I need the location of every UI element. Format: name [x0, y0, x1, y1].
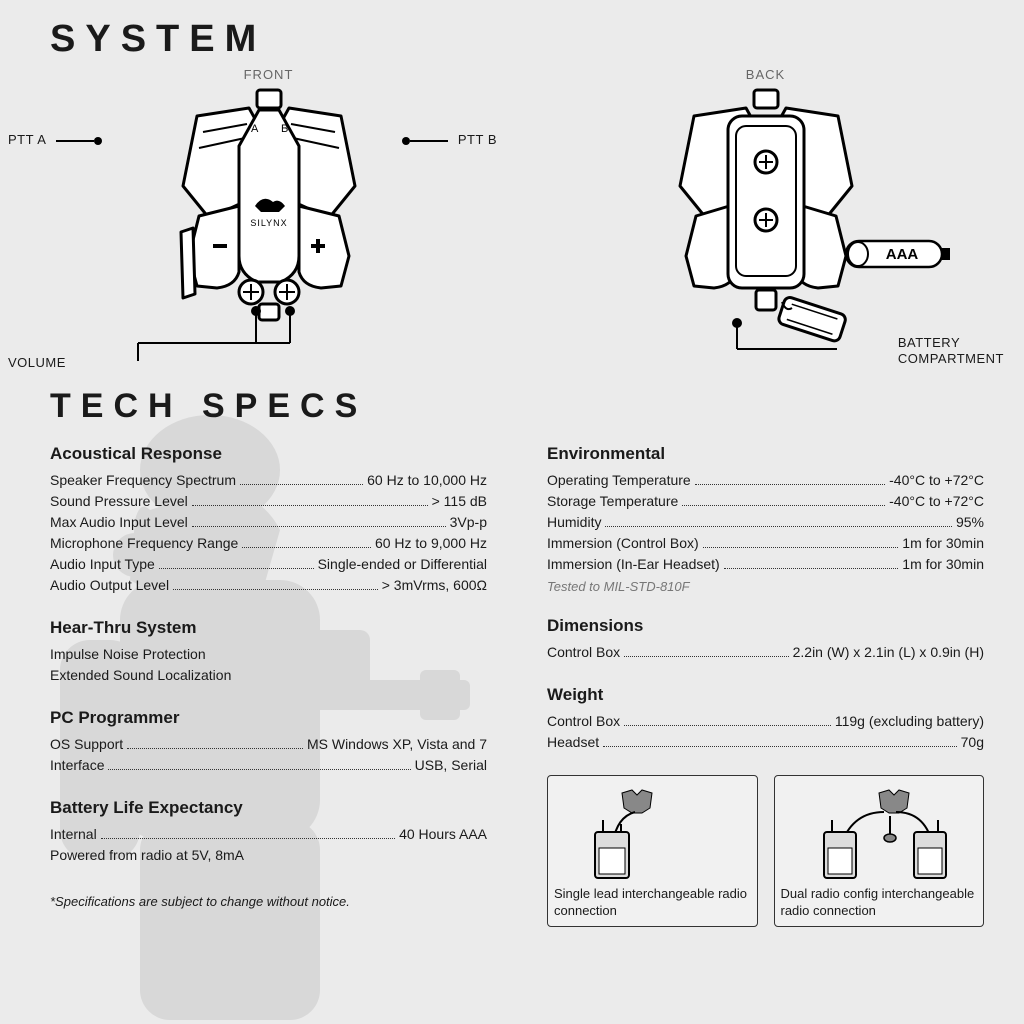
spec-row: Audio Input Type Single-ended or Differen…	[50, 554, 487, 575]
svg-text:AAA: AAA	[886, 246, 919, 263]
spec-row: Interface USB, Serial	[50, 755, 487, 776]
spec-value: -40°C to +72°C	[889, 470, 984, 491]
spec-label: Control Box	[547, 642, 620, 663]
diagram-row: FRONT	[50, 67, 984, 377]
spec-row: Internal 40 Hours AAA	[50, 824, 487, 845]
spec-value: > 3mVrms, 600Ω	[382, 575, 487, 596]
spec-row: Storage Temperature -40°C to +72°C	[547, 491, 984, 512]
spec-heading: Acoustical Response	[50, 444, 487, 464]
spec-group: Dimensions Control Box 2.2in (W) x 2.1in …	[547, 616, 984, 663]
spec-value: 95%	[956, 512, 984, 533]
spec-row: Humidity 95%	[547, 512, 984, 533]
front-diagram-col: FRONT	[50, 67, 487, 377]
spec-value: > 115 dB	[432, 491, 487, 512]
spec-label: Speaker Frequency Spectrum	[50, 470, 236, 491]
spec-label: Internal	[50, 824, 97, 845]
spec-label: Interface	[50, 755, 104, 776]
spec-value: -40°C to +72°C	[889, 491, 984, 512]
spec-row: Control Box 119g (excluding battery)	[547, 711, 984, 732]
config-caption: Single lead interchangeable radio connec…	[554, 886, 751, 920]
config-boxes: Single lead interchangeable radio connec…	[547, 775, 984, 927]
front-label: FRONT	[50, 67, 487, 82]
spec-value: 1m for 30min	[902, 533, 984, 554]
spec-heading: Battery Life Expectancy	[50, 798, 487, 818]
system-title: SYSTEM	[50, 18, 984, 61]
spec-row: Control Box 2.2in (W) x 2.1in (L) x 0.9i…	[547, 642, 984, 663]
back-label: BACK	[547, 67, 984, 82]
spec-label: Audio Output Level	[50, 575, 169, 596]
spec-label: Audio Input Type	[50, 554, 155, 575]
spec-group: Hear-Thru System Impulse Noise Protection…	[50, 618, 487, 686]
callout-battery: BATTERYCOMPARTMENT	[898, 335, 1004, 366]
spec-label: Microphone Frequency Range	[50, 533, 238, 554]
svg-text:B: B	[281, 123, 288, 135]
callout-ptt-a: PTT A	[8, 132, 102, 147]
spec-row: Sound Pressure Level > 115 dB	[50, 491, 487, 512]
spec-label: Humidity	[547, 512, 601, 533]
spec-value: 40 Hours AAA	[399, 824, 487, 845]
config-box: Dual radio config interchangeable radio …	[774, 775, 985, 927]
footnote: *Specifications are subject to change wi…	[50, 894, 487, 909]
battery-leader	[727, 317, 907, 367]
device-back-svg	[636, 86, 896, 346]
spec-value: 3Vp-p	[450, 512, 487, 533]
volume-leader-lines	[78, 305, 298, 365]
spec-group: Acoustical Response Speaker Frequency Spe…	[50, 444, 487, 596]
spec-heading: PC Programmer	[50, 708, 487, 728]
spec-heading: Hear-Thru System	[50, 618, 487, 638]
spec-value: 1m for 30min	[902, 554, 984, 575]
spec-group: PC Programmer OS Support MS Windows XP, Vi…	[50, 708, 487, 776]
spec-plain-line: Extended Sound Localization	[50, 665, 487, 686]
spec-label: Max Audio Input Level	[50, 512, 188, 533]
spec-value: 60 Hz to 10,000 Hz	[367, 470, 487, 491]
spec-label: OS Support	[50, 734, 123, 755]
spec-note: Tested to MIL-STD-810F	[547, 579, 984, 594]
spec-plain-line: Impulse Noise Protection	[50, 644, 487, 665]
spec-value: MS Windows XP, Vista and 7	[307, 734, 487, 755]
spec-row: Immersion (In-Ear Headset) 1m for 30min	[547, 554, 984, 575]
spec-row: Immersion (Control Box) 1m for 30min	[547, 533, 984, 554]
spec-value: USB, Serial	[415, 755, 487, 776]
callout-ptt-b: PTT B	[402, 132, 497, 147]
spec-label: Operating Temperature	[547, 470, 691, 491]
spec-group: Environmental Operating Temperature -40°C …	[547, 444, 984, 594]
spec-row: Audio Output Level > 3mVrms, 600Ω	[50, 575, 487, 596]
svg-text:SILYNX: SILYNX	[250, 218, 287, 228]
spec-row: Max Audio Input Level 3Vp-p	[50, 512, 487, 533]
spec-row: Speaker Frequency Spectrum 60 Hz to 10,00…	[50, 470, 487, 491]
tech-specs-title: TECH SPECS	[50, 387, 984, 426]
spec-label: Immersion (Control Box)	[547, 533, 699, 554]
svg-text:A: A	[251, 123, 259, 135]
config-caption: Dual radio config interchangeable radio …	[781, 886, 978, 920]
spec-label: Immersion (In-Ear Headset)	[547, 554, 720, 575]
spec-value: 119g (excluding battery)	[835, 711, 984, 732]
config-box: Single lead interchangeable radio connec…	[547, 775, 758, 927]
spec-value: 2.2in (W) x 2.1in (L) x 0.9in (H)	[793, 642, 984, 663]
spec-label: Sound Pressure Level	[50, 491, 188, 512]
spec-value: Single-ended or Differential	[318, 554, 487, 575]
spec-plain-line: Powered from radio at 5V, 8mA	[50, 845, 487, 866]
spec-row: Operating Temperature -40°C to +72°C	[547, 470, 984, 491]
spec-col-left: Acoustical Response Speaker Frequency Spe…	[50, 444, 487, 927]
spec-value: 60 Hz to 9,000 Hz	[375, 533, 487, 554]
spec-group: Battery Life Expectancy Internal 40 Hours …	[50, 798, 487, 866]
spec-row: Microphone Frequency Range 60 Hz to 9,000…	[50, 533, 487, 554]
spec-col-right: Environmental Operating Temperature -40°C …	[547, 444, 984, 927]
spec-label: Storage Temperature	[547, 491, 678, 512]
spec-value: 70g	[961, 732, 984, 753]
spec-row: OS Support MS Windows XP, Vista and 7	[50, 734, 487, 755]
spec-label: Headset	[547, 732, 599, 753]
back-diagram-col: BACK	[547, 67, 984, 377]
callout-volume: VOLUME	[8, 355, 66, 370]
specs-columns: Acoustical Response Speaker Frequency Spe…	[50, 444, 984, 927]
spec-group: Weight Control Box 119g (excluding battery…	[547, 685, 984, 753]
aaa-battery-icon: AAA	[844, 235, 954, 278]
spec-heading: Dimensions	[547, 616, 984, 636]
spec-heading: Environmental	[547, 444, 984, 464]
spec-heading: Weight	[547, 685, 984, 705]
spec-row: Headset 70g	[547, 732, 984, 753]
spec-label: Control Box	[547, 711, 620, 732]
